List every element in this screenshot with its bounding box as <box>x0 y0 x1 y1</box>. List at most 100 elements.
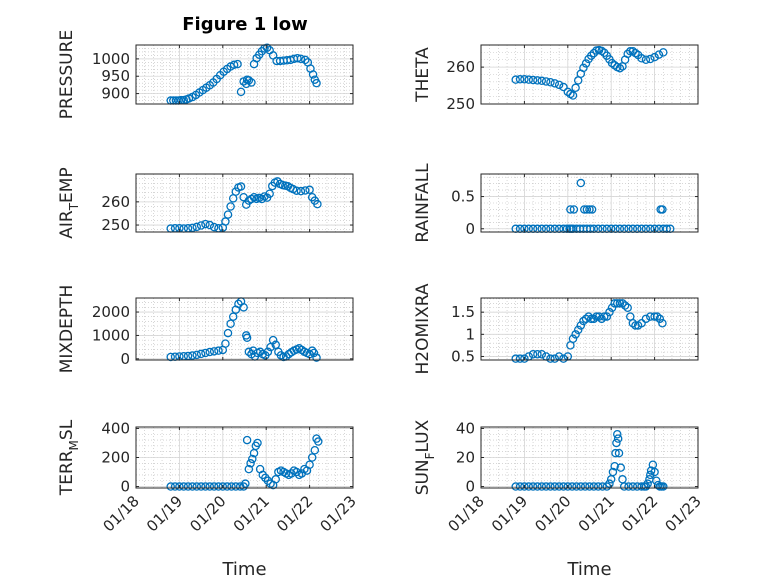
chart-sun_flux-xtick-label: 01/21 <box>575 492 618 535</box>
chart-sun_flux-point <box>528 482 538 491</box>
chart-sun_flux-point <box>572 482 581 491</box>
chart-mixdepth-point <box>309 348 319 358</box>
chart-air_temp-ytick-label: 250 <box>101 216 130 234</box>
chart-air_temp-point <box>201 219 210 229</box>
chart-theta-point <box>524 75 533 84</box>
chart-h2omixra-axes-box <box>480 297 699 361</box>
chart-sun_flux-xtick-label: 01/23 <box>662 492 705 535</box>
chart-terr_msl-point <box>209 482 219 491</box>
chart-sun_flux-point <box>611 448 620 458</box>
chart-air_temp-point <box>292 186 301 195</box>
chart-sun_flux-point <box>546 482 555 491</box>
chart-air_temp-point <box>236 182 246 191</box>
chart-sun_flux-point <box>628 482 638 491</box>
chart-sun_flux-point <box>511 482 520 491</box>
chart-terr_msl-xtick-label: 01/19 <box>143 492 186 535</box>
chart-h2omixra-point <box>550 354 560 363</box>
chart-air_temp-point <box>313 199 322 209</box>
chart-rainfall-point <box>587 205 597 214</box>
chart-theta-point <box>550 79 560 88</box>
chart-terr_msl-ytick-label: 0 <box>120 478 130 496</box>
chart-rainfall-ytick-label: 0.5 <box>451 188 475 206</box>
chart-sun_flux-xtick-label: 01/18 <box>445 492 488 535</box>
chart-air_temp-point <box>301 186 310 195</box>
chart-terr_msl-point <box>307 453 317 462</box>
chart-terr_msl-point <box>179 482 188 491</box>
chart-sun_flux-point <box>612 438 621 448</box>
chart-sun_flux-ytick-label: 40 <box>456 419 475 437</box>
chart-theta-point <box>520 75 529 84</box>
chart-terr_msl-point <box>218 482 228 491</box>
chart-pressure-ytick-label: 1000 <box>92 50 130 68</box>
chart-sun_flux-ylabel: SUNFLUX <box>413 419 437 495</box>
chart-h2omixra-point <box>623 303 632 312</box>
chart-air_temp-ylabel-rest: EMP <box>57 167 77 203</box>
chart-theta-point <box>537 76 547 86</box>
chart-mixdepth-point <box>312 353 321 362</box>
chart-air_temp-point <box>205 220 215 230</box>
chart-theta-point <box>626 47 635 56</box>
chart-h2omixra-ylabel: H2OMIXRA <box>413 283 433 374</box>
figure-title: Figure 1 low <box>182 14 307 35</box>
chart-rainfall-point <box>566 205 575 214</box>
chart-h2omixra-point <box>559 354 568 363</box>
chart-pressure-point <box>236 87 246 97</box>
chart-air_temp-ylabel: AIRTEMP <box>57 167 81 238</box>
chart-h2omixra-point <box>641 314 651 324</box>
chart-rainfall-axes-box <box>480 173 699 233</box>
chart-air_temp-point <box>196 221 206 230</box>
chart-pressure-point <box>244 76 254 85</box>
chart-h2omixra-point <box>658 318 667 328</box>
chart-theta-point <box>623 49 632 59</box>
chart-terr_msl-point <box>310 445 320 455</box>
chart-theta-point <box>641 55 651 65</box>
chart-rainfall-point <box>658 205 667 214</box>
chart-h2omixra-point <box>605 307 614 317</box>
chart-h2omixra-point <box>573 325 583 335</box>
chart-terr_msl-point <box>241 479 250 488</box>
chart-h2omixra-point <box>546 354 555 363</box>
chart-sun_flux-point <box>593 482 603 491</box>
chart-terr_msl-point <box>166 482 175 491</box>
chart-terr_msl-xlabel: Time <box>221 559 266 580</box>
chart-h2omixra-point <box>607 303 617 312</box>
chart-h2omixra-point <box>655 314 665 324</box>
chart-theta-point <box>581 59 591 68</box>
chart-mixdepth-ytick-label: 0 <box>120 350 130 368</box>
chart-air_temp-point <box>305 185 314 195</box>
chart-mixdepth-ylabel: MIXDEPTH <box>57 285 77 374</box>
chart-sun_flux-point <box>610 461 619 471</box>
chart-mixdepth-point <box>226 319 235 328</box>
chart-theta-ytick-label: 260 <box>446 58 475 76</box>
chart-air_temp-point <box>257 194 267 204</box>
chart-sun_flux-point <box>520 482 529 491</box>
chart-mixdepth-point <box>166 352 175 362</box>
chart-terr_msl-ylabel: TERRMSL <box>57 419 81 496</box>
chart-rainfall-point <box>576 178 586 188</box>
chart-h2omixra-point <box>520 354 529 363</box>
chart-sun_flux-point <box>605 479 614 488</box>
chart-mixdepth-point <box>263 347 273 357</box>
chart-pressure-ytick-label: 950 <box>101 67 130 85</box>
chart-theta-point <box>546 77 555 87</box>
chart-terr_msl-point <box>248 454 257 464</box>
chart-terr_msl-xtick-label: 01/22 <box>273 492 316 535</box>
chart-air_temp-point <box>231 187 241 196</box>
chart-mixdepth-axes-box <box>135 297 354 361</box>
chart-mixdepth-point <box>239 303 248 312</box>
chart-air_temp-ylabel-base: AIR <box>57 210 77 239</box>
chart-mixdepth-point <box>205 347 215 357</box>
chart-theta-point <box>659 48 668 57</box>
chart-mixdepth-point <box>223 328 233 338</box>
chart-air_temp-point <box>221 217 230 226</box>
chart-pressure-point <box>312 78 321 88</box>
chart-h2omixra-point <box>533 349 542 359</box>
chart-h2omixra-point <box>650 312 659 321</box>
chart-terr_msl-point <box>305 460 314 470</box>
chart-terr_msl-point <box>246 459 255 468</box>
chart-mixdepth-point <box>271 340 280 350</box>
chart-terr_msl-ylabel-rest: SL <box>57 419 77 440</box>
chart-sun_flux-point <box>616 463 625 472</box>
chart-theta-point <box>541 77 551 86</box>
